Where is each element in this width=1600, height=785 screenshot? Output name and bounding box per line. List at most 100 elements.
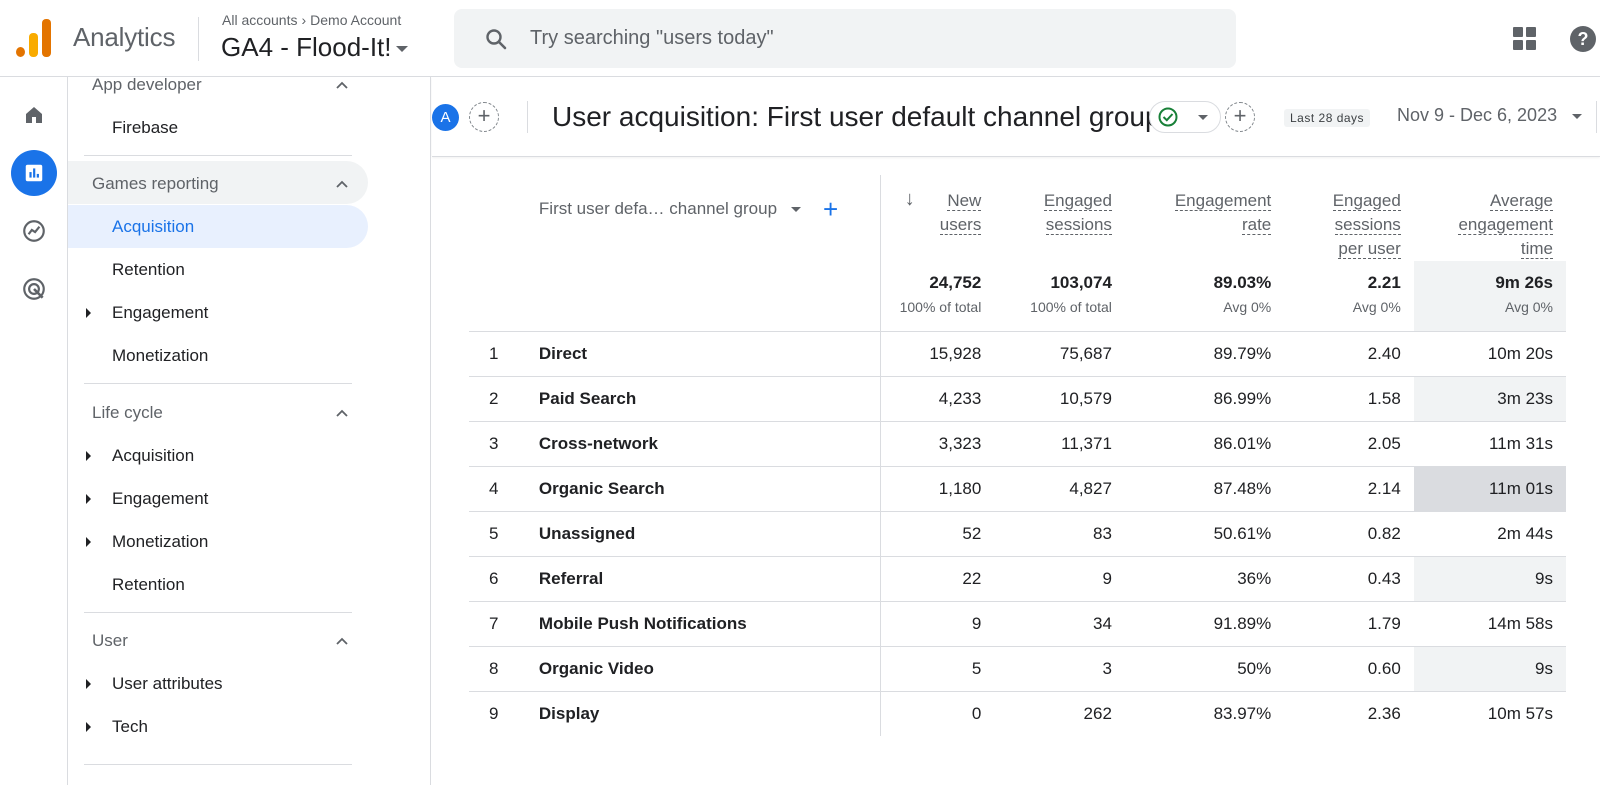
add-filter-button[interactable]: +	[1225, 102, 1255, 132]
table-row[interactable]: 4 Organic Search 1,180 4,827 87.48% 2.14 11m 0…	[469, 465, 1566, 511]
table-row[interactable]: 5 Unassigned 52 83 50.61% 0.82 2m 44s	[469, 510, 1566, 556]
nav-item-lc-monetization[interactable]: Monetization	[112, 532, 209, 551]
nav-item-lc-engagement[interactable]: Engagement	[112, 489, 209, 508]
advertising-icon[interactable]	[11, 266, 57, 312]
breadcrumb-account[interactable]: Demo Account	[310, 12, 402, 28]
col-engaged-sessions-per-user[interactable]: Engaged sessions per user	[1284, 175, 1414, 261]
metric-cell: 9s	[1413, 645, 1566, 691]
nav-item-acquisition[interactable]: Acquisition	[112, 217, 195, 236]
search-input[interactable]	[530, 23, 1190, 53]
total-value: 89.03%	[1213, 273, 1272, 292]
metric-cell: 9	[994, 555, 1125, 601]
add-comparison-button[interactable]: +	[469, 102, 499, 132]
expand-arrow-icon[interactable]	[86, 722, 91, 732]
total-sub: Avg 0%	[1223, 299, 1272, 315]
nav-item-firebase[interactable]: Firebase	[112, 118, 179, 137]
reports-icon[interactable]	[11, 150, 57, 196]
table-row[interactable]: 8 Organic Video 5 3 50% 0.60 9s	[469, 645, 1566, 691]
dimension-label[interactable]: First user defa… channel group	[538, 199, 778, 218]
search-bar[interactable]	[454, 9, 1236, 68]
left-rail	[0, 77, 68, 785]
metric-cell: 34	[994, 600, 1125, 646]
chevron-right-icon: ›	[301, 12, 307, 28]
metric-cell: 0	[880, 690, 995, 736]
col-label: rate	[1241, 215, 1272, 235]
divider	[84, 612, 352, 613]
total-value: 103,074	[1050, 273, 1112, 292]
section-games-reporting[interactable]: Games reporting	[92, 174, 219, 193]
divider	[84, 383, 352, 384]
nav-item-lc-retention[interactable]: Retention	[112, 575, 185, 594]
metric-cell: 4,827	[994, 465, 1125, 511]
section-life-cycle[interactable]: Life cycle	[92, 403, 163, 422]
chevron-up-icon[interactable]	[336, 637, 348, 645]
dimension-header[interactable]: First user defa… channel group +	[538, 175, 881, 261]
col-new-users[interactable]: ↓ New users	[880, 175, 994, 261]
col-label: per user	[1338, 239, 1401, 259]
divider	[84, 764, 352, 765]
dropdown-caret-icon	[1198, 115, 1208, 120]
row-index: 1	[469, 330, 539, 376]
analytics-logo-icon[interactable]	[16, 19, 52, 57]
nav-item-engagement[interactable]: Engagement	[112, 303, 209, 322]
nav-item-user-attributes[interactable]: User attributes	[112, 674, 223, 693]
divider	[1596, 101, 1597, 133]
report-status-pill[interactable]	[1149, 101, 1221, 133]
section-app-developer[interactable]: App developer	[92, 77, 202, 94]
comparison-avatar[interactable]: A	[432, 104, 459, 131]
check-circle-icon	[1158, 107, 1178, 127]
metric-cell: 3m 23s	[1413, 375, 1566, 421]
col-engaged-sessions[interactable]: Engaged sessions	[994, 175, 1125, 261]
add-dimension-icon[interactable]: +	[823, 194, 839, 224]
table-row[interactable]: 9 Display 0 262 83.97% 2.36 10m 57s	[469, 690, 1566, 736]
table-row[interactable]: 3 Cross-network 3,323 11,371 86.01% 2.05 11m 3…	[469, 420, 1566, 466]
channel-name: Organic Search	[538, 465, 881, 511]
nav-item-tech[interactable]: Tech	[112, 717, 148, 736]
date-dropdown-caret-icon[interactable]	[1572, 114, 1582, 119]
nav-item-retention[interactable]: Retention	[112, 260, 185, 279]
metric-cell: 86.99%	[1124, 375, 1285, 421]
col-label: Average	[1489, 191, 1553, 211]
page-title: User acquisition: First user default cha…	[552, 101, 1161, 132]
help-icon[interactable]: ?	[1570, 26, 1596, 52]
total-value: 24,752	[929, 273, 982, 292]
sort-down-icon[interactable]: ↓	[904, 188, 915, 210]
metric-cell: 87.48%	[1124, 465, 1285, 511]
dimension-dropdown-icon[interactable]	[791, 206, 802, 212]
metric-cell: 5	[880, 645, 995, 691]
nav-item-monetization[interactable]: Monetization	[112, 346, 209, 365]
apps-grid-icon[interactable]	[1513, 27, 1537, 51]
breadcrumb-all-accounts[interactable]: All accounts	[222, 12, 298, 28]
metric-cell: 83.97%	[1124, 690, 1285, 736]
expand-arrow-icon[interactable]	[86, 537, 91, 547]
expand-arrow-icon[interactable]	[86, 451, 91, 461]
section-user[interactable]: User	[92, 631, 128, 650]
row-index: 3	[469, 420, 539, 466]
expand-arrow-icon[interactable]	[86, 679, 91, 689]
table-row[interactable]: 7 Mobile Push Notifications 9 34 91.89% 1.79 1…	[469, 600, 1566, 646]
col-average-engagement-time[interactable]: Average engagement time	[1414, 175, 1566, 261]
metric-cell: 15,928	[880, 330, 995, 376]
explore-icon[interactable]	[11, 208, 57, 254]
table-row[interactable]: 2 Paid Search 4,233 10,579 86.99% 1.58 3m 23s	[469, 375, 1566, 421]
breadcrumb[interactable]: All accounts › Demo Account	[222, 12, 401, 28]
expand-arrow-icon[interactable]	[86, 494, 91, 504]
total-sub: 100% of total	[1030, 299, 1112, 315]
chevron-up-icon[interactable]	[336, 81, 348, 89]
col-label: sessions	[1334, 215, 1401, 235]
table-row[interactable]: 6 Referral 22 9 36% 0.43 9s	[469, 555, 1566, 601]
property-selector[interactable]: GA4 - Flood-It!	[221, 32, 408, 63]
nav-item-selected-bg	[68, 205, 368, 248]
chevron-up-icon[interactable]	[336, 180, 348, 188]
date-range[interactable]: Nov 9 - Dec 6, 2023	[1397, 105, 1558, 125]
total-value: 9m 26s	[1495, 273, 1553, 292]
home-icon[interactable]	[11, 92, 57, 138]
metric-cell: 75,687	[994, 330, 1125, 376]
date-preset-chip[interactable]: Last 28 days	[1284, 109, 1371, 127]
chevron-up-icon[interactable]	[336, 409, 348, 417]
divider	[527, 101, 528, 133]
table-row[interactable]: 1 Direct 15,928 75,687 89.79% 2.40 10m 20s	[469, 330, 1566, 376]
expand-arrow-icon[interactable]	[86, 308, 91, 318]
nav-item-lc-acquisition[interactable]: Acquisition	[112, 446, 195, 465]
col-engagement-rate[interactable]: Engagement rate	[1125, 175, 1284, 261]
